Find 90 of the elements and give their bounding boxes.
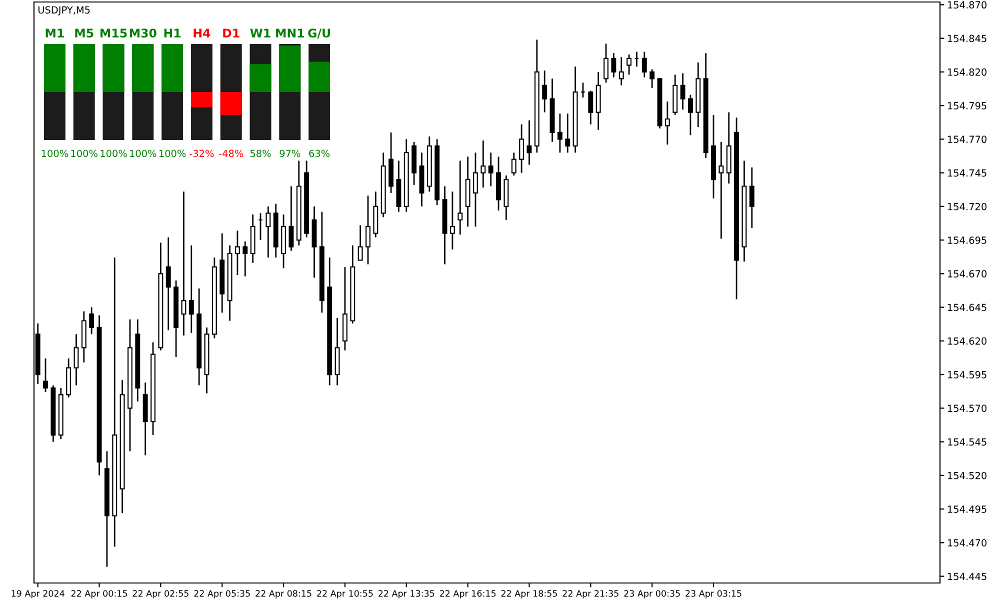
candlestick [626, 54, 632, 76]
x-tick-label: M15 [100, 28, 127, 38]
candlestick [358, 224, 363, 261]
candlestick [718, 141, 724, 240]
y-tick-label: 154.845 [948, 34, 986, 42]
x-tick-label: 22 Apr 08:15 [256, 590, 312, 598]
y-tick-label: 154.745 [948, 169, 986, 177]
candlestick [89, 306, 94, 335]
bar [308, 62, 330, 92]
chart-title: USDJPY,M5 [38, 6, 90, 16]
x-tick-label: H4 [194, 28, 210, 38]
candlestick [480, 140, 486, 188]
candlestick [43, 358, 48, 393]
candlestick [242, 240, 248, 278]
x-tick-label: M5 [75, 28, 94, 38]
y-tick-label: 154.870 [948, 1, 987, 9]
x-tick-label: 22 Apr 13:35 [378, 590, 434, 598]
bar [250, 64, 272, 92]
data-label: 58% [250, 150, 271, 158]
candlestick [688, 94, 693, 136]
data-label: -48% [219, 150, 244, 158]
candlestick [366, 194, 370, 265]
candlestick [557, 112, 562, 154]
x-tick-label: 23 Apr 00:35 [624, 590, 680, 598]
candlestick [650, 68, 655, 89]
x-tick-label: M1 [46, 28, 64, 38]
candlestick [588, 90, 594, 126]
data-label: 100% [159, 150, 186, 158]
x-tick-label: MN1 [276, 28, 304, 38]
data-label: 100% [71, 150, 98, 158]
candlestick [473, 152, 478, 228]
data-label: 97% [280, 150, 300, 158]
y-tick-label: 154.695 [948, 236, 986, 244]
x-tick-label: 22 Apr 16:15 [440, 590, 496, 598]
candlestick [488, 152, 494, 187]
x-tick-label: 22 Apr 02:55 [132, 590, 188, 598]
bar [190, 92, 212, 108]
x-tick-label: 22 Apr 10:55 [317, 590, 373, 598]
candlestick [181, 190, 186, 336]
candlestick [542, 70, 548, 113]
x-tick-label: 19 Apr 2024 [12, 590, 64, 598]
candlestick [680, 72, 686, 110]
candlestick [450, 190, 455, 250]
x-tick-label: 22 Apr 18:55 [501, 590, 557, 598]
y-tick-label: 154.595 [948, 371, 986, 378]
y-tick-label: 154.470 [948, 539, 987, 546]
candlestick [74, 333, 79, 386]
y-tick-label: 154.645 [948, 304, 986, 312]
candlestick [604, 42, 608, 84]
y-tick-label: 154.670 [948, 270, 987, 278]
x-tick-label: 22 Apr 21:35 [562, 590, 618, 598]
candlestick [526, 120, 532, 166]
candlestick [288, 186, 294, 252]
x-tick-label: M30 [130, 28, 156, 38]
candlestick [188, 244, 194, 334]
candlestick [664, 100, 670, 146]
bar [220, 92, 242, 116]
data-label: 100% [130, 150, 156, 158]
y-tick-label: 154.495 [948, 506, 986, 513]
candlestick [458, 160, 463, 236]
x-tick-label: D1 [223, 28, 240, 38]
candlestick [234, 230, 240, 276]
y-tick-label: 154.545 [948, 438, 986, 446]
data-label: 100% [100, 150, 127, 158]
x-tick-label: H1 [164, 28, 181, 38]
y-tick-label: 154.795 [948, 102, 986, 110]
y-tick-label: 154.520 [948, 472, 987, 480]
candlestick [166, 236, 171, 331]
x-tick-label: 22 Apr 00:15 [71, 590, 128, 598]
y-tick-label: 154.770 [948, 136, 987, 144]
candlestick [519, 124, 524, 174]
candlestick [266, 206, 271, 258]
candlestick [618, 56, 624, 86]
x-tick-label: 23 Apr 03:15 [686, 590, 742, 598]
data-label: 63% [309, 150, 330, 158]
x-tick-label: G/U [308, 28, 330, 38]
y-tick-label: 154.445 [948, 572, 986, 580]
candlestick [565, 112, 570, 154]
x-tick-label: W1 [250, 28, 270, 38]
y-tick-label: 154.570 [948, 404, 987, 412]
candlestick [511, 152, 516, 176]
candlestick [642, 51, 647, 78]
y-tick-label: 154.620 [948, 337, 987, 345]
data-label: -32% [190, 150, 214, 158]
data-label: 100% [42, 150, 68, 158]
candlestick [749, 166, 754, 229]
candlestick [611, 52, 616, 78]
x-tick-label: 22 Apr 05:35 [194, 590, 250, 598]
y-tick-label: 154.720 [948, 202, 987, 210]
y-tick-label: 154.820 [948, 68, 987, 76]
